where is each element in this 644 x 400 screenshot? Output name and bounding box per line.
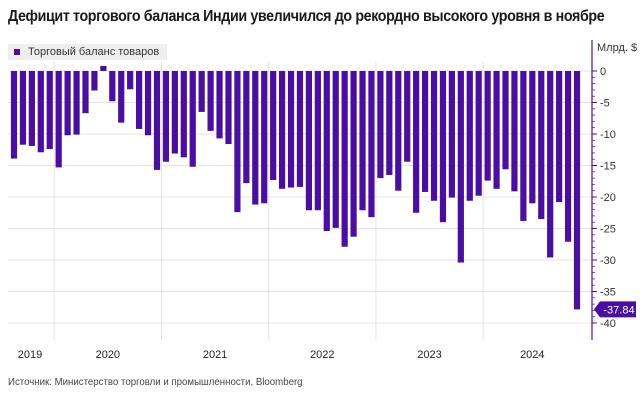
bar: [261, 71, 268, 204]
bar: [466, 71, 473, 201]
bar: [395, 71, 402, 191]
bar: [37, 71, 44, 153]
bar: [55, 71, 62, 168]
bar: [198, 71, 205, 112]
bar: [484, 71, 491, 181]
bar: [323, 71, 330, 232]
y-tick-label: -35: [600, 287, 616, 299]
bar: [189, 71, 196, 167]
bar: [109, 71, 116, 102]
bar: [314, 71, 321, 211]
bar: [91, 71, 98, 91]
bar: [332, 71, 339, 228]
bar: [82, 71, 89, 114]
last-value-badge: [594, 301, 636, 318]
source-note: Источник: Министерство торговли и промыш…: [8, 376, 303, 388]
bar: [180, 71, 187, 158]
bar: [359, 71, 366, 211]
bar: [278, 71, 286, 189]
y-tick-label: -25: [600, 224, 616, 236]
bar: [377, 71, 384, 179]
bar: [46, 71, 53, 150]
bar: [19, 71, 27, 145]
y-tick-label: -40: [600, 318, 616, 330]
bar: [350, 71, 357, 237]
bar: [529, 71, 536, 204]
x-year-label: 2021: [203, 349, 227, 361]
bar: [118, 71, 125, 123]
bar: [287, 71, 295, 188]
bar: [448, 71, 455, 198]
bar: [493, 71, 500, 189]
bar: [564, 71, 572, 242]
bar: [252, 71, 259, 205]
bar: [243, 71, 250, 184]
bar: [502, 71, 509, 170]
bar: [296, 71, 304, 187]
legend: Торговый баланс товаров: [8, 44, 168, 60]
bar: [73, 71, 80, 135]
x-year-label: 2022: [310, 349, 334, 361]
bar: [305, 71, 313, 211]
bar: [386, 71, 393, 175]
bar: [547, 71, 554, 258]
y-tick-label: -10: [600, 129, 616, 141]
bar: [413, 71, 420, 213]
bar: [64, 71, 71, 136]
y-tick-label: -20: [600, 192, 616, 204]
bar: [216, 71, 223, 139]
bar: [225, 71, 232, 145]
bar: [556, 71, 563, 203]
bar: [520, 71, 527, 221]
y-tick-label: -30: [600, 255, 616, 267]
bar: [511, 71, 518, 192]
bar: [171, 71, 178, 154]
bar: [234, 71, 241, 213]
bar: [475, 71, 482, 196]
y-axis-unit: Млрд. $: [597, 42, 638, 54]
last-value-label: -37.84: [603, 304, 634, 316]
x-year-label: 2019: [18, 349, 42, 361]
bar: [573, 71, 581, 310]
y-tick-label: -5: [600, 98, 610, 110]
y-tick-label: 0: [600, 66, 606, 78]
bar: [341, 71, 348, 247]
bar: [100, 65, 107, 71]
bar: [439, 71, 447, 223]
bar: [144, 71, 152, 136]
x-year-label: 2023: [417, 349, 441, 361]
bar: [207, 71, 214, 131]
bar: [430, 71, 438, 201]
bar: [404, 71, 411, 162]
bar: [162, 71, 170, 162]
bar: [368, 71, 375, 218]
chart-title: Дефицит торгового баланса Индии увеличил…: [8, 8, 605, 25]
bar: [457, 71, 464, 263]
x-year-label: 2020: [96, 349, 120, 361]
legend-swatch: [14, 49, 20, 55]
legend-label: Торговый баланс товаров: [28, 46, 160, 58]
bar: [421, 71, 429, 192]
y-tick-label: -15: [600, 161, 616, 173]
bar: [136, 71, 143, 129]
bar: [127, 71, 134, 90]
x-year-label: 2024: [520, 349, 544, 361]
bar: [153, 71, 161, 170]
bar: [538, 71, 545, 220]
bar: [28, 71, 35, 146]
bar: [270, 71, 277, 180]
bar: [10, 71, 18, 159]
